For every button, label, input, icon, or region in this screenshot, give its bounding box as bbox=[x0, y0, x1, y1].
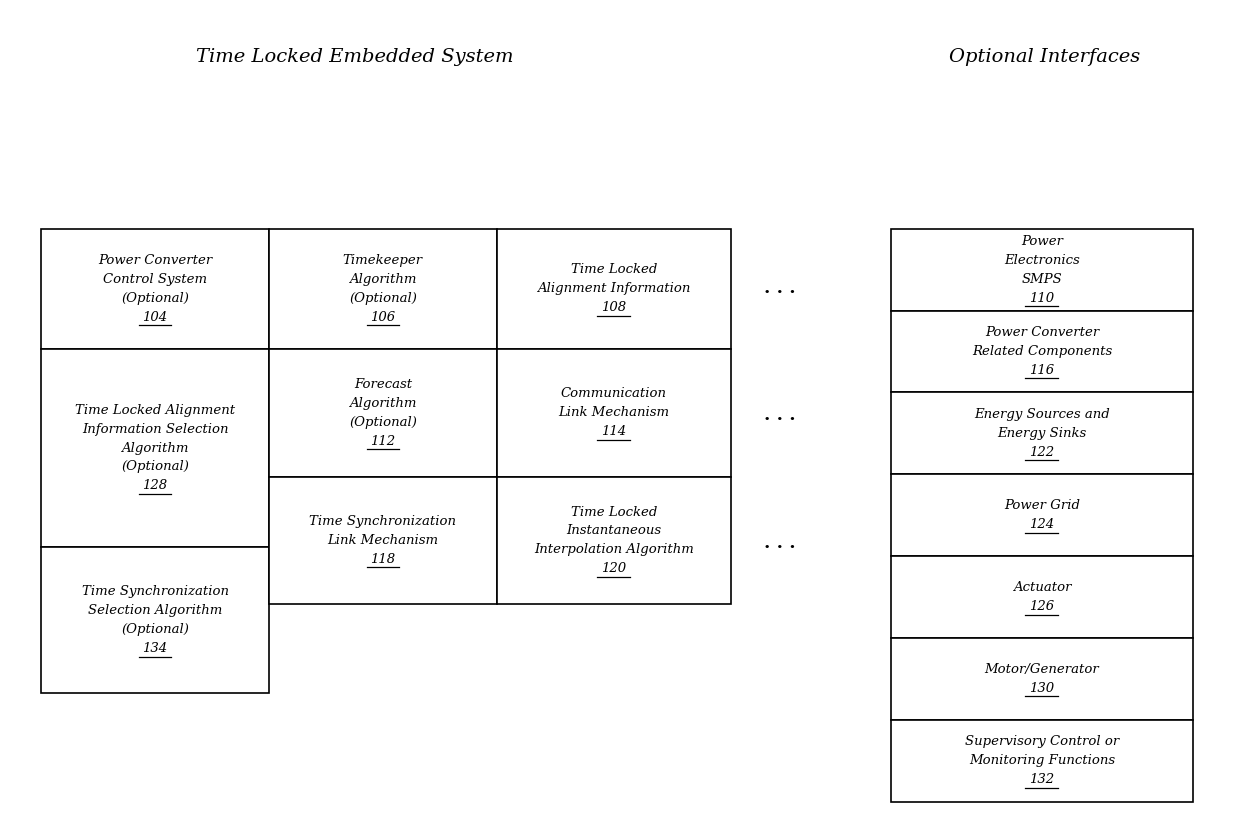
Text: Forecast: Forecast bbox=[353, 378, 412, 391]
Text: Time Synchronization: Time Synchronization bbox=[310, 515, 456, 528]
Text: Time Locked: Time Locked bbox=[570, 505, 657, 518]
Text: . . .: . . . bbox=[764, 534, 796, 552]
Text: 126: 126 bbox=[1029, 600, 1054, 613]
Text: 104: 104 bbox=[143, 310, 167, 324]
FancyBboxPatch shape bbox=[269, 477, 497, 604]
Text: 128: 128 bbox=[143, 479, 167, 492]
FancyBboxPatch shape bbox=[892, 392, 1193, 474]
Text: Link Mechanism: Link Mechanism bbox=[558, 406, 670, 419]
Text: 120: 120 bbox=[601, 563, 626, 575]
Text: (Optional): (Optional) bbox=[348, 292, 417, 305]
Text: Motor/Generator: Motor/Generator bbox=[985, 663, 1099, 676]
FancyBboxPatch shape bbox=[497, 229, 730, 349]
Text: 108: 108 bbox=[601, 301, 626, 314]
Text: Electronics: Electronics bbox=[1004, 254, 1080, 267]
Text: 116: 116 bbox=[1029, 364, 1054, 377]
FancyBboxPatch shape bbox=[892, 556, 1193, 638]
Text: 132: 132 bbox=[1029, 773, 1054, 786]
Text: (Optional): (Optional) bbox=[122, 460, 188, 473]
Text: 130: 130 bbox=[1029, 682, 1054, 695]
FancyBboxPatch shape bbox=[892, 638, 1193, 720]
Text: Time Locked: Time Locked bbox=[570, 263, 657, 276]
Text: Monitoring Functions: Monitoring Functions bbox=[968, 754, 1115, 767]
Text: Information Selection: Information Selection bbox=[82, 423, 228, 436]
Text: (Optional): (Optional) bbox=[122, 623, 188, 636]
Text: Power Converter: Power Converter bbox=[985, 326, 1099, 339]
Text: 134: 134 bbox=[143, 642, 167, 655]
Text: Actuator: Actuator bbox=[1013, 581, 1071, 595]
FancyBboxPatch shape bbox=[892, 229, 1193, 310]
Text: Time Synchronization: Time Synchronization bbox=[82, 586, 228, 599]
FancyBboxPatch shape bbox=[41, 349, 269, 547]
FancyBboxPatch shape bbox=[41, 547, 269, 693]
FancyBboxPatch shape bbox=[497, 349, 730, 477]
Text: (Optional): (Optional) bbox=[122, 292, 188, 305]
Text: 112: 112 bbox=[371, 435, 396, 448]
Text: 106: 106 bbox=[371, 310, 396, 324]
Text: . . .: . . . bbox=[764, 406, 796, 424]
Text: 118: 118 bbox=[371, 553, 396, 566]
Text: Instantaneous: Instantaneous bbox=[567, 524, 661, 537]
Text: Optional Interfaces: Optional Interfaces bbox=[950, 48, 1141, 66]
Text: 114: 114 bbox=[601, 425, 626, 438]
FancyBboxPatch shape bbox=[269, 349, 497, 477]
Text: Link Mechanism: Link Mechanism bbox=[327, 534, 439, 547]
Text: Energy Sinks: Energy Sinks bbox=[997, 427, 1086, 440]
Text: (Optional): (Optional) bbox=[348, 416, 417, 428]
Text: Time Locked Alignment: Time Locked Alignment bbox=[74, 404, 236, 417]
Text: . . .: . . . bbox=[764, 279, 796, 297]
Text: Interpolation Algorithm: Interpolation Algorithm bbox=[534, 543, 693, 556]
Text: Power Converter: Power Converter bbox=[98, 254, 212, 267]
FancyBboxPatch shape bbox=[892, 474, 1193, 556]
FancyBboxPatch shape bbox=[497, 477, 730, 604]
Text: Energy Sources and: Energy Sources and bbox=[973, 408, 1110, 421]
FancyBboxPatch shape bbox=[892, 310, 1193, 392]
Text: Related Components: Related Components bbox=[972, 345, 1112, 358]
FancyBboxPatch shape bbox=[269, 229, 497, 349]
Text: Alignment Information: Alignment Information bbox=[537, 283, 691, 295]
Text: 110: 110 bbox=[1029, 292, 1054, 305]
Text: Selection Algorithm: Selection Algorithm bbox=[88, 604, 222, 618]
Text: Control System: Control System bbox=[103, 273, 207, 286]
Text: Algorithm: Algorithm bbox=[350, 396, 417, 410]
Text: SMPS: SMPS bbox=[1022, 273, 1063, 286]
FancyBboxPatch shape bbox=[41, 229, 269, 349]
Text: Timekeeper: Timekeeper bbox=[342, 254, 423, 267]
Text: Algorithm: Algorithm bbox=[122, 441, 188, 455]
Text: Supervisory Control or: Supervisory Control or bbox=[965, 735, 1118, 749]
Text: Communication: Communication bbox=[560, 387, 667, 400]
Text: Power Grid: Power Grid bbox=[1004, 500, 1080, 513]
Text: 124: 124 bbox=[1029, 518, 1054, 532]
Text: 122: 122 bbox=[1029, 446, 1054, 459]
Text: Algorithm: Algorithm bbox=[350, 273, 417, 286]
Text: Power: Power bbox=[1021, 235, 1063, 248]
Text: Time Locked Embedded System: Time Locked Embedded System bbox=[196, 48, 513, 66]
FancyBboxPatch shape bbox=[892, 720, 1193, 802]
